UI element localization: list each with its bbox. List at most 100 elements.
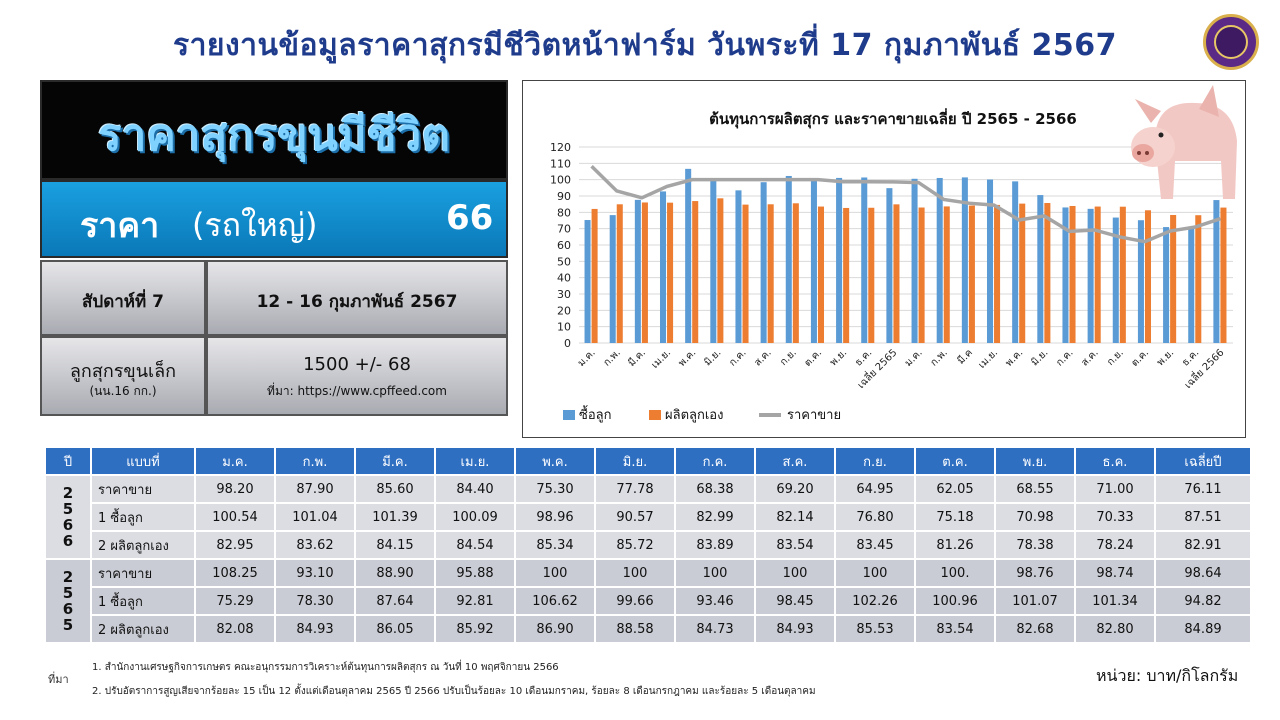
table-header: ก.ค. (674, 446, 756, 476)
value-cell: 82.91 (1154, 530, 1252, 560)
value-cell: 100. (914, 558, 996, 588)
bar-buy-piglet (810, 178, 817, 343)
chart-title: ต้นทุนการผลิตสุกร และราคาขายเฉลี่ย ปี 25… (709, 110, 1077, 128)
bar-own-piglet (1220, 207, 1227, 343)
bar-buy-piglet (911, 178, 918, 343)
bar-own-piglet (641, 202, 648, 343)
bar-own-piglet (918, 207, 925, 343)
value-cell: 69.20 (754, 474, 836, 504)
value-cell: 75.18 (914, 502, 996, 532)
value-cell: 64.95 (834, 474, 916, 504)
y-tick-label: 80 (557, 206, 571, 219)
table-row: 2 ผลิตลูกเอง 82.95 83.62 84.15 84.54 85.34 85.… (45, 530, 1252, 560)
bar-own-piglet (1170, 214, 1177, 343)
price-sub: (รถใหญ่) (192, 206, 318, 244)
week-dates: 12 - 16 กุมภาพันธ์ 2567 (256, 292, 458, 312)
legend-label: ซื้อลูก (579, 405, 611, 423)
dates-panel: 12 - 16 กุมภาพันธ์ 2567 (206, 260, 508, 336)
x-tick-label: ม.ค. (903, 347, 925, 369)
bar-own-piglet (667, 202, 674, 343)
table-header: พ.ค. (514, 446, 596, 476)
y-tick-label: 10 (557, 321, 571, 334)
bar-buy-piglet (584, 220, 591, 343)
value-cell: 98.74 (1074, 558, 1156, 588)
footnote-2: 2. ปรับอัตราการสูญเสียจากร้อยละ 15 เป็น … (92, 686, 816, 697)
unit-label: หน่วย: บาท/กิโลกรัม (1096, 666, 1239, 685)
bar-own-piglet (692, 201, 699, 343)
value-cell: 70.98 (994, 502, 1076, 532)
value-cell: 93.10 (274, 558, 356, 588)
value-cell: 99.66 (594, 586, 676, 616)
x-tick-label: ม.ค. (576, 347, 598, 369)
value-cell: 84.73 (674, 614, 756, 644)
bar-buy-piglet (1087, 208, 1094, 343)
value-cell: 83.45 (834, 530, 916, 560)
value-cell: 101.39 (354, 502, 436, 532)
value-cell: 102.26 (834, 586, 916, 616)
bar-own-piglet (1019, 203, 1026, 343)
bar-own-piglet (1144, 210, 1152, 343)
bar-buy-piglet (1137, 220, 1144, 343)
y-tick-label: 50 (557, 255, 571, 268)
value-cell: 98.76 (994, 558, 1076, 588)
value-cell: 101.34 (1074, 586, 1156, 616)
table-header: ก.พ. (274, 446, 356, 476)
value-cell: 98.96 (514, 502, 596, 532)
value-cell: 85.34 (514, 530, 596, 560)
table-row: 2 5 6 5 ราคาขาย 108.25 93.10 88.90 95.88 100 10… (44, 558, 1252, 644)
value-cell: 100 (754, 558, 836, 588)
value-cell: 100.96 (914, 586, 996, 616)
value-cell: 100.09 (434, 502, 516, 532)
value-cell: 88.58 (594, 614, 676, 644)
piglet-sub: (นน.16 กก.) (89, 384, 157, 398)
bar-own-piglet (893, 204, 900, 343)
footnote-1: 1. สำนักงานเศรษฐกิจการเกษตร คณะอนุกรรมกา… (92, 662, 559, 673)
bar-own-piglet (792, 203, 799, 343)
y-tick-label: 0 (564, 337, 571, 350)
x-tick-label: มี.ค (955, 347, 975, 367)
value-cell: 85.53 (834, 614, 916, 644)
value-cell: 86.05 (354, 614, 436, 644)
x-tick-label: ธ.ค. (853, 347, 874, 368)
row-label: 2 ผลิตลูกเอง (90, 530, 196, 560)
y-tick-label: 30 (557, 288, 571, 301)
value-cell: 62.05 (914, 474, 996, 504)
pig-illustration (1131, 85, 1237, 199)
bar-buy-piglet (936, 177, 943, 343)
value-cell: 77.78 (594, 474, 676, 504)
row-label: 1 ซื้อลูก (90, 502, 196, 532)
value-cell: 75.30 (514, 474, 596, 504)
value-cell: 78.24 (1074, 530, 1156, 560)
x-tick-label: มิ.ย. (1029, 347, 1050, 368)
x-tick-label: ธ.ค. (1180, 347, 1201, 368)
value-cell: 84.93 (754, 614, 836, 644)
page-title: รายงานข้อมูลราคาสุกรมีชีวิตหน้าฟาร์ม วัน… (172, 28, 1118, 63)
x-tick-label: ก.ย. (778, 347, 799, 368)
value-cell: 82.08 (194, 614, 276, 644)
chart-container: ต้นทุนการผลิตสุกร และราคาขายเฉลี่ย ปี 25… (522, 80, 1246, 438)
x-tick-label: ส.ค. (1079, 347, 1100, 368)
bar-buy-piglet (1213, 200, 1220, 343)
x-tick-label: เม.ย. (977, 347, 1001, 371)
sale-price-line (590, 164, 1221, 244)
value-cell: 87.90 (274, 474, 356, 504)
value-cell: 83.89 (674, 530, 756, 560)
value-cell: 81.26 (914, 530, 996, 560)
heading-panel: ราคาสุกรขุนมีชีวิต (40, 80, 508, 180)
value-cell: 93.46 (674, 586, 756, 616)
value-cell: 106.62 (514, 586, 596, 616)
piglet-source: ที่มา: https://www.cpffeed.com (267, 384, 447, 398)
year-cell: 2 5 6 5 (44, 558, 92, 644)
table-header: แบบที่ (90, 446, 196, 476)
value-cell: 76.11 (1154, 474, 1252, 504)
value-cell: 86.90 (514, 614, 596, 644)
value-cell: 82.80 (1074, 614, 1156, 644)
value-cell: 84.93 (274, 614, 356, 644)
bar-buy-piglet (609, 215, 616, 343)
piglet-value-panel: 1500 +/- 68 ที่มา: https://www.cpffeed.c… (206, 336, 508, 416)
bar-buy-piglet (685, 168, 692, 343)
bar-own-piglet (843, 207, 850, 343)
value-cell: 94.82 (1154, 586, 1252, 616)
bar-buy-piglet (836, 177, 843, 343)
value-cell: 108.25 (194, 558, 276, 588)
